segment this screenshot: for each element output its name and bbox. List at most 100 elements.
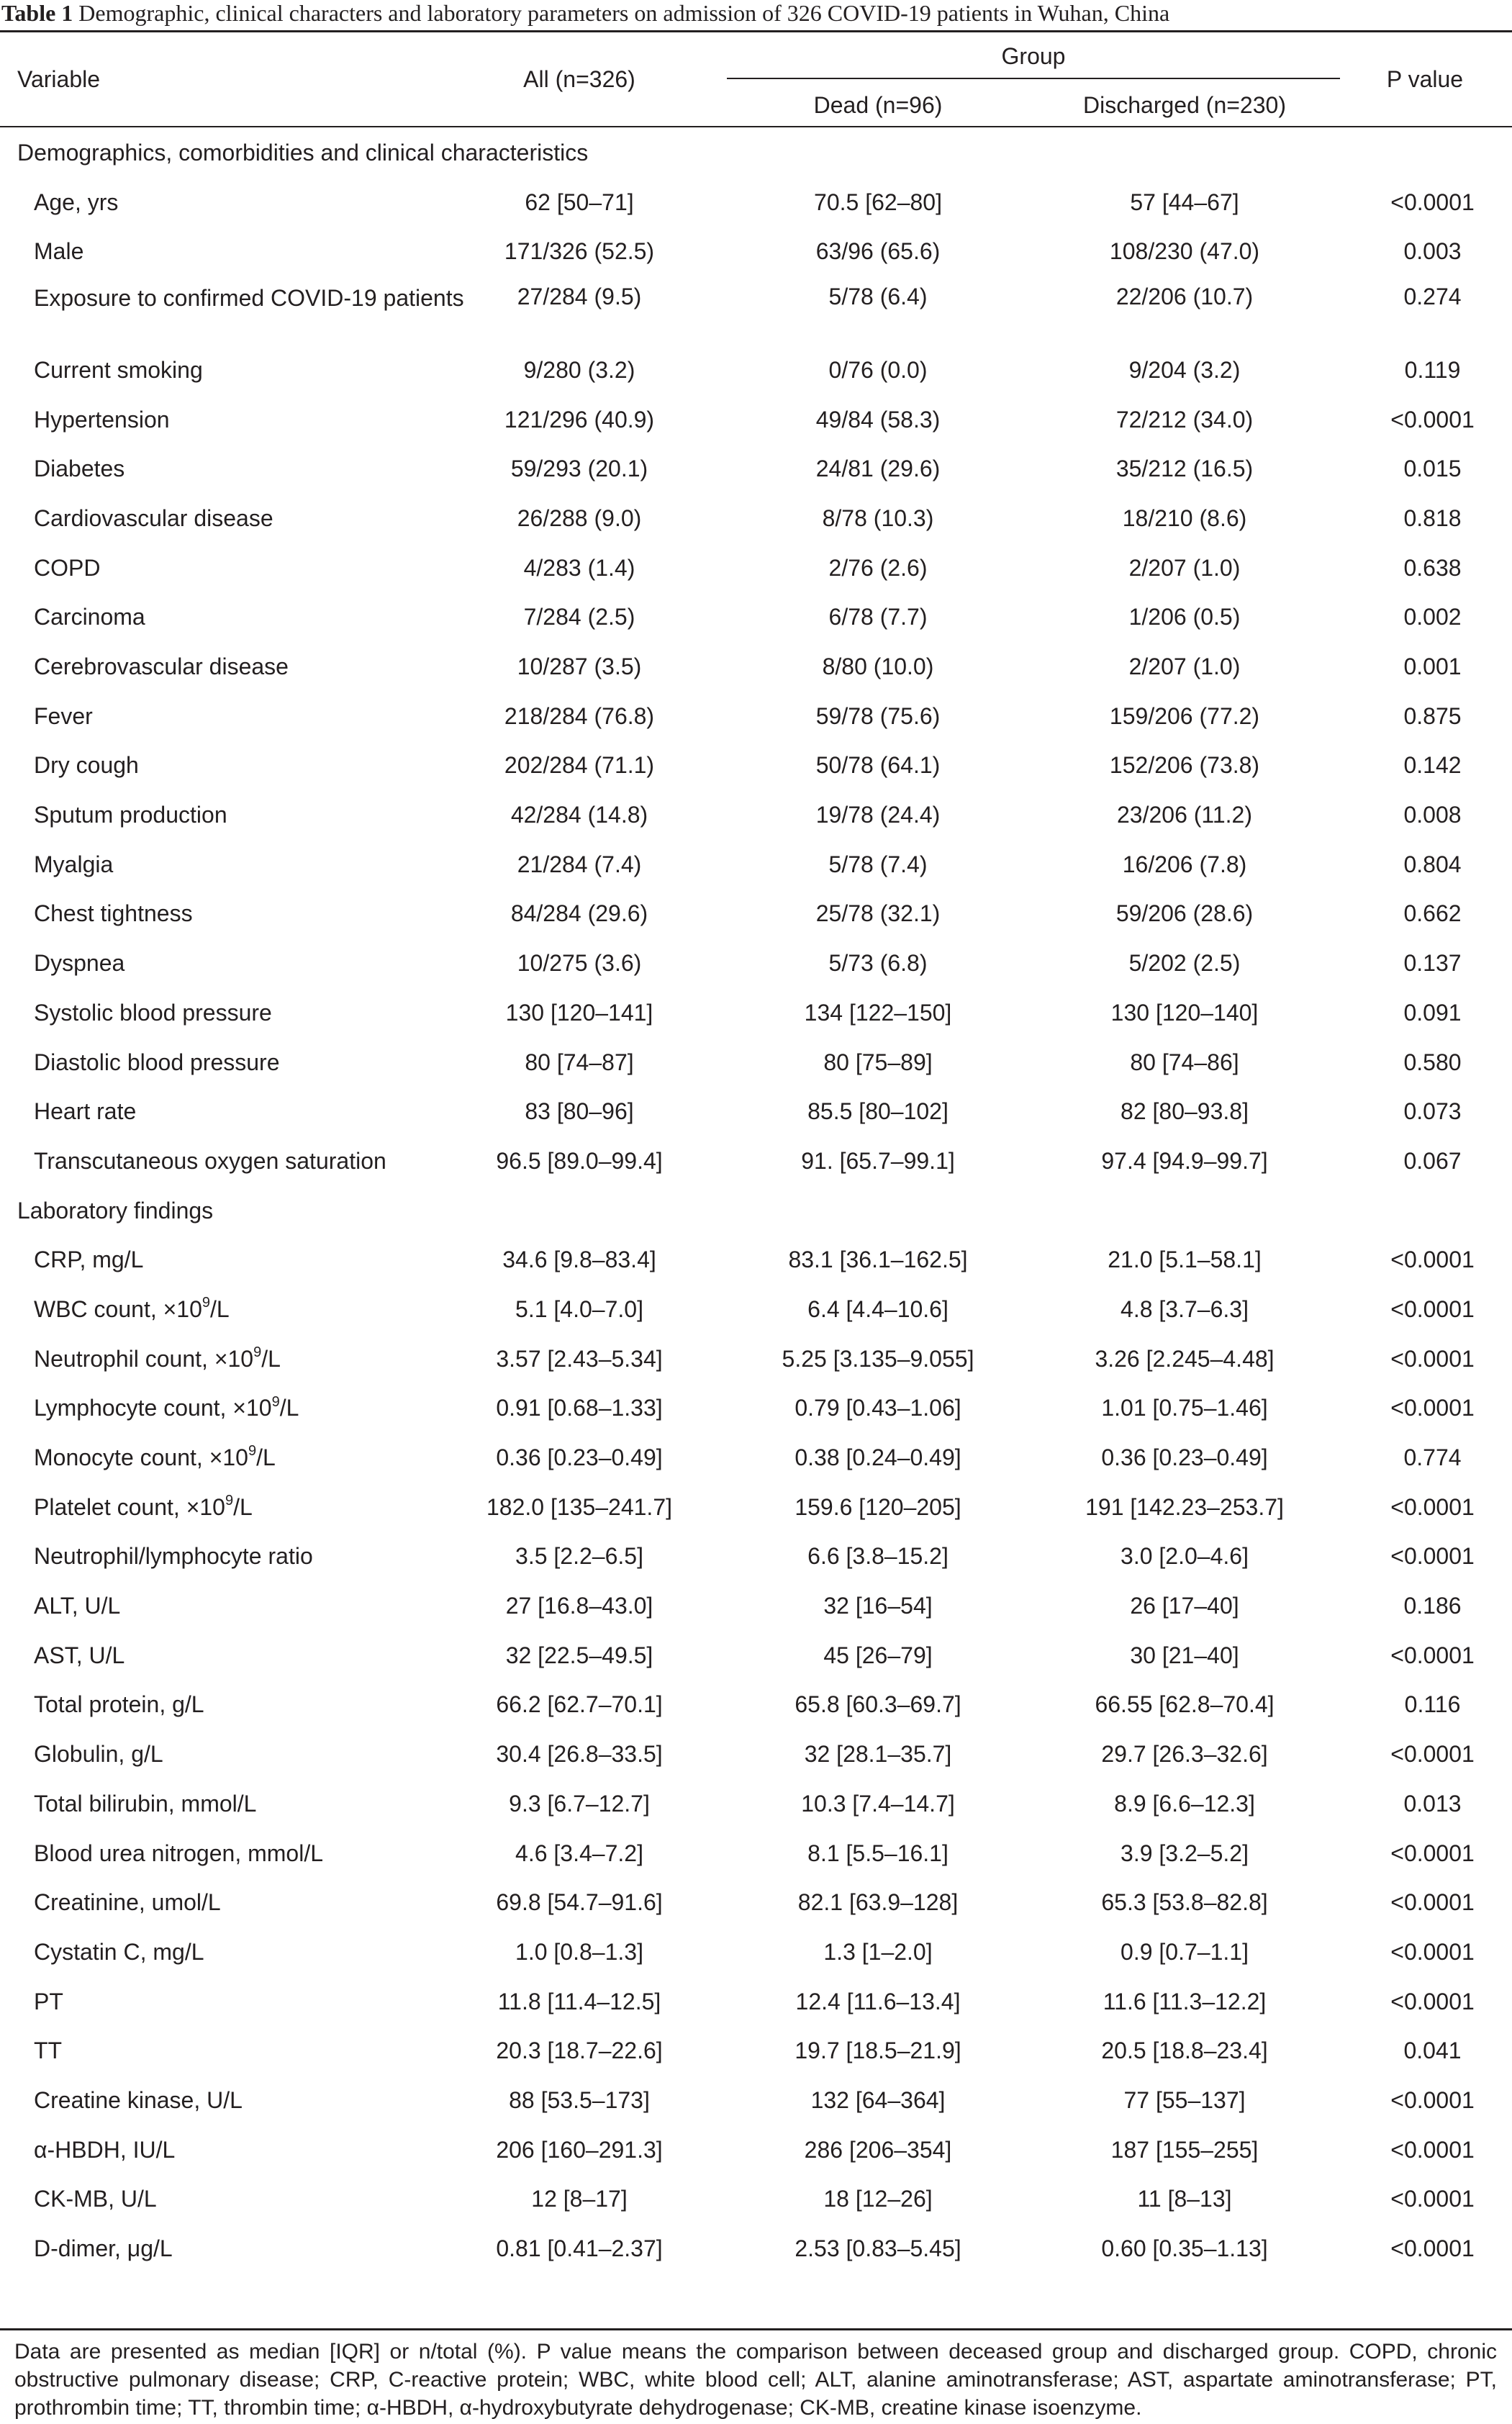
top-rule	[0, 30, 1512, 32]
bottom-rule	[0, 2328, 1512, 2330]
cell-discharged: 35/212 (16.5)	[1115, 456, 1254, 482]
cell-discharged: 130 [120–140]	[1110, 999, 1259, 1026]
cell-spacer	[684, 2076, 727, 2125]
cell-discharged: 72/212 (34.0)	[1115, 406, 1254, 433]
cell-discharged: 80 [74–86]	[1130, 1049, 1239, 1075]
cell-p-value: <0.0001	[1390, 1493, 1475, 1520]
table-row: COPD 4/283 (1.4) 2/76 (2.6) 2/207 (1.0) 0.63…	[0, 543, 1512, 593]
cell-discharged: 97.4 [94.9–99.7]	[1101, 1147, 1268, 1174]
cell-spacer	[684, 890, 727, 939]
cell-p-value: <0.0001	[1390, 2186, 1475, 2212]
cell-spacer	[1340, 2224, 1353, 2274]
table-row: Total protein, g/L 66.2 [62.7–70.1] 65.8 […	[0, 1681, 1512, 1730]
cell-dead: 10.3 [7.4–14.7]	[801, 1790, 955, 1817]
cell-spacer	[684, 840, 727, 890]
table-row: Neutrophil count, ×109/L 3.57 [2.43–5.34]…	[0, 1334, 1512, 1384]
cell-spacer	[684, 1878, 727, 1927]
cell-p-value: 0.580	[1403, 1049, 1462, 1075]
cell-all: 3.5 [2.2–6.5]	[515, 1543, 643, 1570]
cell-variable: D-dimer, μg/L	[34, 2235, 173, 2262]
cell-p-value: 0.013	[1403, 1790, 1462, 1817]
cell-dead: 65.8 [60.3–69.7]	[795, 1691, 961, 1718]
cell-dead: 80 [75–89]	[823, 1049, 933, 1075]
cell-discharged: 57 [44–67]	[1130, 189, 1239, 215]
cell-spacer	[684, 2224, 727, 2274]
cell-variable: Age, yrs	[34, 189, 119, 215]
cell-spacer	[1340, 1729, 1353, 1779]
table-row: Carcinoma 7/284 (2.5) 6/78 (7.7) 1/206 (0.5…	[0, 593, 1512, 643]
cell-variable: Neutrophil/lymphocyte ratio	[34, 1543, 313, 1570]
cell-discharged: 0.60 [0.35–1.13]	[1101, 2235, 1268, 2262]
cell-spacer	[1340, 988, 1353, 1038]
cell-dead: 2.53 [0.83–5.45]	[795, 2235, 961, 2262]
cell-dead: 8.1 [5.5–16.1]	[807, 1840, 949, 1866]
cell-all: 9/280 (3.2)	[523, 356, 635, 383]
cell-p-value: <0.0001	[1390, 1247, 1475, 1273]
cell-discharged: 8.9 [6.6–12.3]	[1114, 1790, 1255, 1817]
cell-discharged: 65.3 [53.8–82.8]	[1101, 1889, 1268, 1916]
cell-spacer	[684, 1384, 727, 1434]
table-row: Neutrophil/lymphocyte ratio 3.5 [2.2–6.5]…	[0, 1532, 1512, 1582]
cell-discharged: 2/207 (1.0)	[1128, 654, 1241, 680]
cell-spacer	[684, 345, 727, 395]
cell-dead: 1.3 [1–2.0]	[823, 1938, 933, 1965]
cell-variable: Current smoking	[34, 356, 203, 383]
cell-all: 202/284 (71.1)	[504, 752, 655, 779]
cell-variable: Carcinoma	[34, 604, 145, 630]
cell-dead: 50/78 (64.1)	[815, 752, 941, 779]
cell-variable: Globulin, g/L	[34, 1741, 163, 1768]
cell-dead: 8/80 (10.0)	[822, 654, 934, 680]
cell-variable: ALT, U/L	[34, 1593, 121, 1619]
cell-spacer	[684, 2175, 727, 2225]
header-variable: Variable	[17, 66, 101, 92]
cell-spacer	[1340, 1384, 1353, 1434]
cell-dead: 32 [28.1–35.7]	[804, 1741, 952, 1768]
cell-spacer	[1340, 1433, 1353, 1483]
cell-spacer	[1340, 2076, 1353, 2125]
cell-spacer	[1340, 227, 1353, 276]
cell-discharged: 3.0 [2.0–4.6]	[1121, 1543, 1249, 1570]
cell-dead: 132 [64–364]	[810, 2086, 946, 2113]
header-p-value: P value	[1386, 66, 1464, 92]
cell-dead: 49/84 (58.3)	[815, 406, 941, 433]
cell-dead: 59/78 (75.6)	[815, 702, 941, 729]
cell-variable: Diabetes	[34, 456, 125, 482]
cell-variable: Platelet count, ×109/L	[34, 1493, 253, 1520]
cell-spacer	[684, 178, 727, 227]
header-dead: Dead (n=96)	[813, 92, 943, 118]
cell-dead: 8/78 (10.3)	[822, 505, 934, 531]
cell-spacer	[684, 1087, 727, 1136]
cell-discharged: 59/206 (28.6)	[1115, 900, 1254, 927]
cell-dead: 45 [26–79]	[823, 1642, 933, 1668]
cell-spacer	[1340, 2125, 1353, 2175]
cell-spacer	[1340, 276, 1353, 345]
table-row: Cystatin C, mg/L 1.0 [0.8–1.3] 1.3 [1–2.0]…	[0, 1927, 1512, 1977]
cell-discharged: 9/204 (3.2)	[1128, 356, 1241, 383]
cell-p-value: 0.002	[1403, 604, 1462, 630]
cell-spacer	[684, 1977, 727, 2027]
cell-p-value: <0.0001	[1390, 189, 1475, 215]
cell-all: 59/293 (20.1)	[510, 456, 648, 482]
cell-spacer	[684, 494, 727, 543]
cell-spacer	[1340, 1829, 1353, 1878]
cell-variable: Creatinine, umol/L	[34, 1889, 221, 1916]
cell-all: 0.81 [0.41–2.37]	[496, 2235, 663, 2262]
cell-all: 69.8 [54.7–91.6]	[496, 1889, 663, 1916]
table-row: Diastolic blood pressure 80 [74–87] 80 [75…	[0, 1038, 1512, 1087]
cell-p-value: <0.0001	[1390, 1642, 1475, 1668]
cell-variable: Male	[34, 238, 84, 265]
cell-spacer	[684, 790, 727, 840]
cell-variable: Lymphocyte count, ×109/L	[34, 1393, 299, 1421]
cell-all: 218/284 (76.8)	[504, 702, 655, 729]
cell-p-value: 0.186	[1403, 1593, 1462, 1619]
cell-all: 0.91 [0.68–1.33]	[496, 1395, 663, 1421]
cell-spacer	[1340, 741, 1353, 791]
table-caption: Table 1 Demographic, clinical characters…	[1, 0, 1509, 26]
cell-all: 10/287 (3.5)	[517, 654, 642, 680]
cell-discharged: 5/202 (2.5)	[1128, 950, 1241, 977]
cell-all: 9.3 [6.7–12.7]	[509, 1790, 650, 1817]
cell-spacer	[684, 227, 727, 276]
cell-all: 182.0 [135–241.7]	[486, 1493, 672, 1520]
cell-variable: Cystatin C, mg/L	[34, 1938, 204, 1965]
cell-all: 88 [53.5–173]	[509, 2086, 650, 2113]
